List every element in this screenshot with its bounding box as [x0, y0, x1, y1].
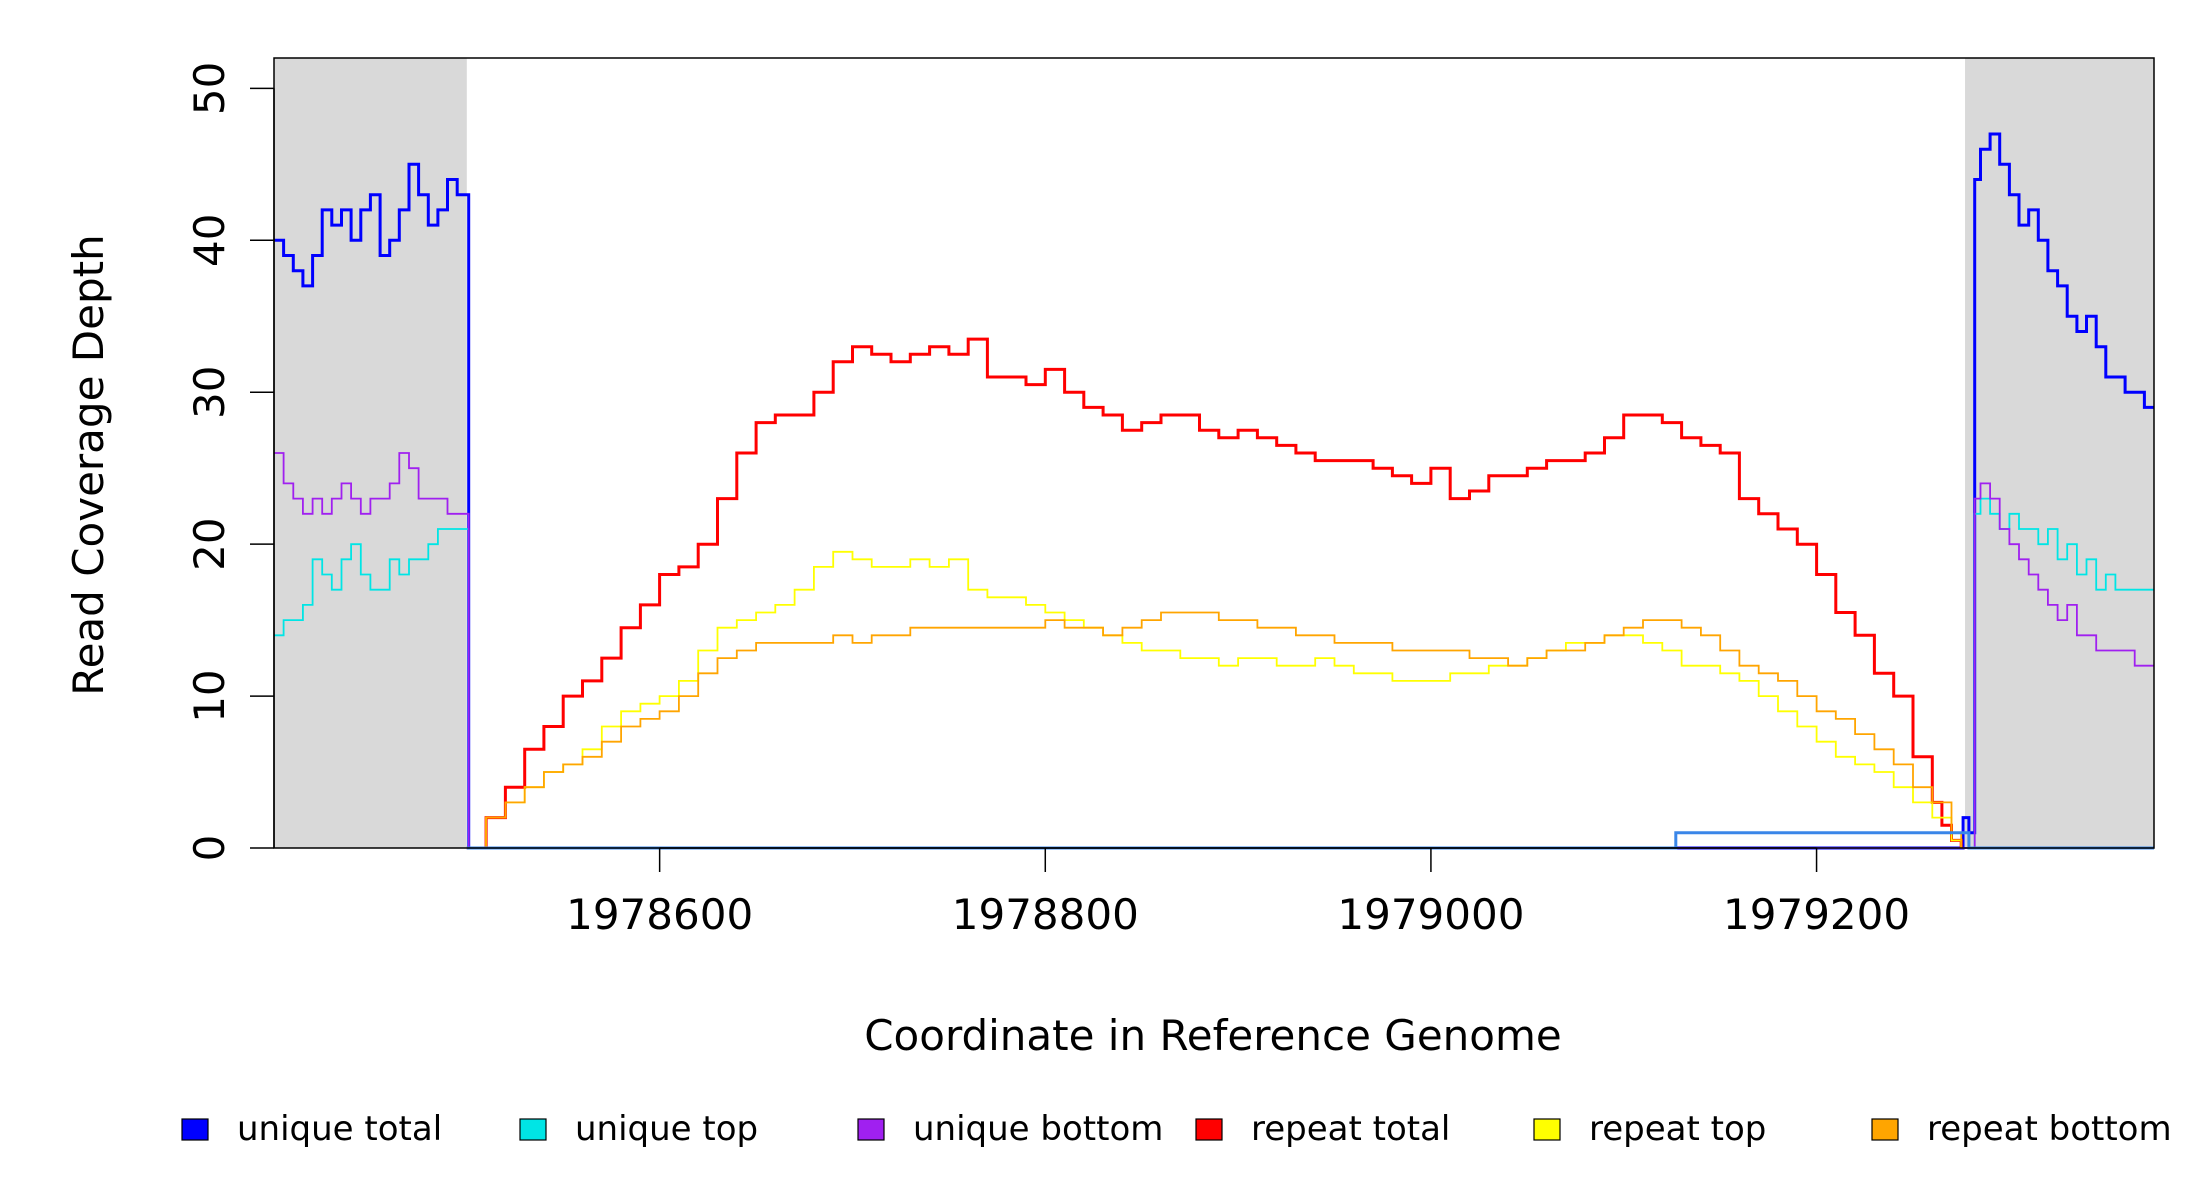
series-lines	[274, 132, 2154, 850]
legend-item-repeat-bottom: repeat bottom	[1871, 1109, 2172, 1149]
legend-label: unique bottom	[913, 1109, 1163, 1149]
legend-swatch	[1195, 1118, 1223, 1141]
legend-swatch	[1871, 1118, 1899, 1141]
y-axis-label: Read Coverage Depth	[64, 234, 113, 695]
legend-item-repeat-top: repeat top	[1533, 1109, 1766, 1149]
y-axis: 0 10 20 30 40 50	[185, 62, 275, 862]
legend-label: unique top	[575, 1109, 758, 1149]
legend-swatch	[1533, 1118, 1561, 1141]
y-tick-label: 0	[185, 835, 234, 862]
shaded-region-1	[274, 58, 467, 848]
y-tick-label: 20	[185, 517, 234, 570]
legend-item-unique-bottom: unique bottom	[857, 1109, 1163, 1149]
shaded-region-2	[1965, 58, 2154, 848]
series-repeat-total	[466, 337, 1963, 850]
legend-label: unique total	[237, 1109, 442, 1149]
y-tick-label: 40	[185, 214, 234, 267]
series-repeat-bottom	[466, 611, 1963, 849]
x-axis-label: Coordinate in Reference Genome	[864, 1011, 1562, 1060]
y-tick-label: 50	[185, 62, 234, 115]
legend-swatch	[181, 1118, 209, 1141]
legend-label: repeat top	[1589, 1109, 1766, 1149]
y-tick-label: 10	[185, 669, 234, 722]
legend-swatch	[857, 1118, 885, 1141]
x-tick-label: 1978600	[566, 890, 753, 939]
y-tick-label: 30	[185, 366, 234, 419]
legend-label: repeat bottom	[1927, 1109, 2172, 1149]
legend-item-repeat-total: repeat total	[1195, 1109, 1450, 1149]
series-repeat-top	[466, 550, 1963, 849]
legend-item-unique-top: unique top	[519, 1109, 758, 1149]
series-unique-bottom	[274, 452, 2154, 849]
x-tick-label: 1978800	[952, 890, 1139, 939]
x-tick-label: 1979200	[1723, 890, 1910, 939]
legend-swatch	[519, 1118, 547, 1141]
x-axis: 1978600 1978800 1979000 1979200	[566, 847, 1910, 939]
legend-item-unique-total: unique total	[181, 1109, 442, 1149]
legend-label: repeat total	[1251, 1109, 1450, 1149]
legend: unique total unique top unique bottom repea…	[181, 1109, 2172, 1149]
x-tick-label: 1979000	[1337, 890, 1524, 939]
shaded-regions	[274, 58, 2154, 848]
